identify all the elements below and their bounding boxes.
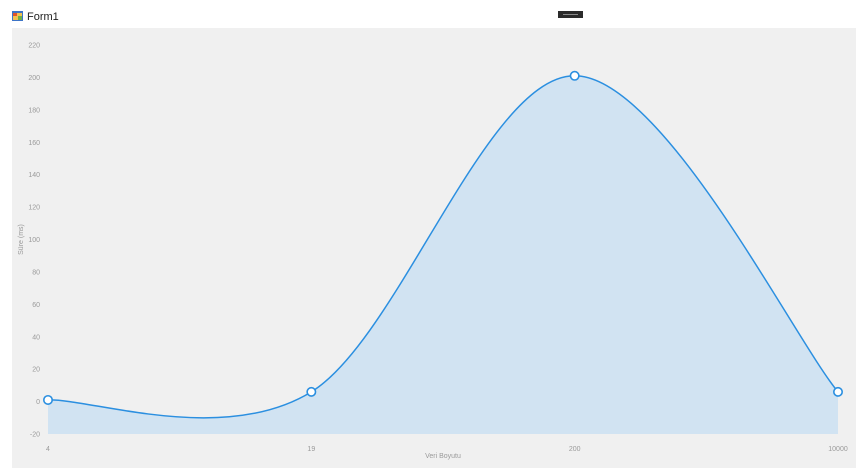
y-tick-label: 0 <box>36 399 40 406</box>
data-point[interactable] <box>832 386 843 397</box>
x-axis-title: Veri Boyutu <box>425 453 461 460</box>
y-tick-label: 140 <box>28 172 40 179</box>
y-axis-title: Süre (ms) <box>18 224 25 255</box>
x-tick-label: 4 <box>46 446 50 453</box>
x-axis-ticks: 4 19 200 10000 <box>46 446 848 453</box>
windows-form-icon <box>12 11 23 21</box>
chart-area: -20 0 20 40 60 80 100 120 140 160 180 200 220 4 19 200… <box>12 28 856 468</box>
x-tick-label: 19 <box>307 446 315 453</box>
x-tick-label: 200 <box>569 446 581 453</box>
y-tick-label: 20 <box>32 367 40 374</box>
x-tick-label: 10000 <box>828 446 848 453</box>
data-point[interactable] <box>569 70 580 81</box>
y-tick-label: 80 <box>32 269 40 276</box>
data-points <box>42 70 843 405</box>
y-tick-label: 40 <box>32 334 40 341</box>
series-line <box>47 75 839 419</box>
y-tick-label: 120 <box>28 205 40 212</box>
window-title: Form1 <box>27 11 59 23</box>
data-point[interactable] <box>42 394 53 405</box>
title-bar: Form1 <box>0 0 856 28</box>
data-point[interactable] <box>306 386 317 397</box>
y-tick-label: 200 <box>28 75 40 82</box>
series-area-fill <box>48 75 838 434</box>
y-tick-label: 100 <box>28 237 40 244</box>
area-chart: -20 0 20 40 60 80 100 120 140 160 180 200 220 4 19 200… <box>12 28 856 468</box>
y-tick-label: 160 <box>28 140 40 147</box>
window-handle[interactable] <box>558 11 583 18</box>
y-tick-label: 180 <box>28 107 40 114</box>
y-tick-label: 220 <box>28 43 40 50</box>
y-tick-label: 60 <box>32 302 40 309</box>
y-axis-ticks: -20 0 20 40 60 80 100 120 140 160 180 200 220 <box>28 43 40 439</box>
y-tick-label: -20 <box>30 432 40 439</box>
